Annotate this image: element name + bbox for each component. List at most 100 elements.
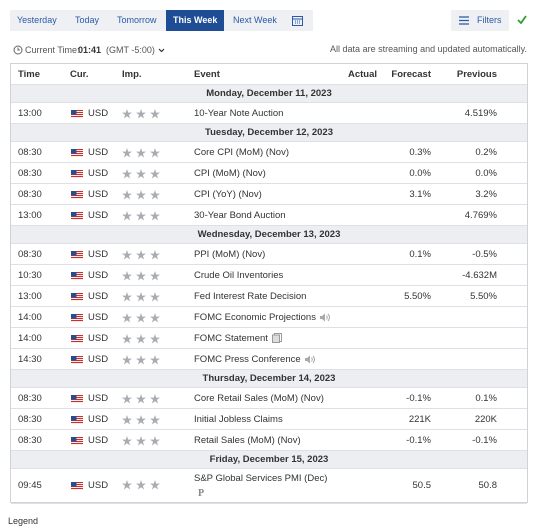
forecast-value: 5.50% bbox=[404, 291, 431, 302]
event-name[interactable]: 30-Year Bond Auction bbox=[194, 210, 286, 221]
event-name[interactable]: FOMC Economic Projections bbox=[194, 312, 316, 323]
event-row[interactable]: 08:30 USD CPI (YoY) (Nov) 3.1% 3.2% bbox=[11, 184, 527, 205]
currency: USD bbox=[88, 210, 109, 221]
tab[interactable]: This Week bbox=[166, 10, 225, 31]
filters-label: Filters bbox=[477, 15, 502, 25]
time: 13:00 bbox=[18, 210, 42, 221]
importance-stars bbox=[122, 271, 162, 284]
event-row[interactable]: 08:30 USD Initial Jobless Claims 221K 220K bbox=[11, 409, 527, 430]
previous-value: -0.1% bbox=[472, 435, 497, 446]
currency: USD bbox=[88, 147, 109, 158]
currency: USD bbox=[88, 312, 109, 323]
check-icon bbox=[517, 15, 527, 24]
day-row: Thursday, December 14, 2023 bbox=[11, 370, 527, 388]
event-name[interactable]: CPI (MoM) (Nov) bbox=[194, 168, 266, 179]
event-row[interactable]: 08:30 USD PPI (MoM) (Nov) 0.1% -0.5% bbox=[11, 244, 527, 265]
tab[interactable]: Next Week bbox=[233, 15, 277, 25]
currency: USD bbox=[88, 108, 109, 119]
importance-stars bbox=[122, 436, 162, 449]
currency: USD bbox=[88, 414, 109, 425]
event-name[interactable]: PPI (MoM) (Nov) bbox=[194, 249, 266, 260]
time: 14:00 bbox=[18, 333, 42, 344]
column-header: Event bbox=[194, 69, 220, 80]
event-row[interactable]: 14:00 USD FOMC Economic Projections bbox=[11, 307, 527, 328]
forecast-value: 50.5 bbox=[412, 480, 432, 491]
tab[interactable]: Tomorrow bbox=[117, 15, 157, 25]
preliminary-badge: P bbox=[198, 488, 205, 499]
day-date: Thursday, December 14, 2023 bbox=[202, 373, 336, 384]
event-name[interactable]: FOMC Press Conference bbox=[194, 354, 301, 365]
day-row: Tuesday, December 12, 2023 bbox=[11, 124, 527, 142]
flag bbox=[71, 356, 83, 367]
currency: USD bbox=[88, 393, 109, 404]
column-header: Forecast bbox=[391, 69, 431, 80]
event-name[interactable]: Crude Oil Inventories bbox=[194, 270, 284, 281]
flag bbox=[71, 482, 83, 493]
event-name[interactable]: S&P Global Services PMI (Dec) bbox=[194, 473, 328, 484]
event-name[interactable]: Fed Interest Rate Decision bbox=[194, 291, 307, 302]
tab[interactable]: Today bbox=[75, 15, 100, 25]
day-row: Monday, December 11, 2023 bbox=[11, 85, 527, 103]
calendar-icon[interactable] bbox=[292, 15, 303, 29]
event-row[interactable]: 08:30 USD Core Retail Sales (MoM) (Nov) -0.… bbox=[11, 388, 527, 409]
event-row[interactable]: 13:00 USD 10-Year Note Auction 4.519% bbox=[11, 103, 527, 124]
importance-stars bbox=[122, 211, 162, 224]
time: 08:30 bbox=[18, 147, 42, 158]
filters-button[interactable]: Filters bbox=[451, 10, 509, 31]
importance-stars bbox=[122, 109, 162, 122]
time: 09:45 bbox=[18, 480, 42, 491]
forecast-value: 0.3% bbox=[409, 147, 431, 158]
event-name[interactable]: CPI (YoY) (Nov) bbox=[194, 189, 262, 200]
importance-stars bbox=[122, 394, 162, 407]
event-row[interactable]: 09:45 USD S&P Global Services PMI (Dec) P 50… bbox=[11, 469, 527, 504]
event-name[interactable]: FOMC Statement bbox=[194, 333, 268, 344]
currency: USD bbox=[88, 189, 109, 200]
event-row[interactable]: 10:30 USD Crude Oil Inventories -4.632M bbox=[11, 265, 527, 286]
day-row: Wednesday, December 13, 2023 bbox=[11, 226, 527, 244]
importance-stars bbox=[122, 355, 162, 368]
timezone[interactable]: (GMT -5:00) bbox=[106, 45, 155, 55]
event-name[interactable]: Initial Jobless Claims bbox=[194, 414, 283, 425]
event-row[interactable]: 14:00 USD FOMC Statement bbox=[11, 328, 527, 349]
forecast-value: 3.1% bbox=[409, 189, 431, 200]
forecast-value: 0.1% bbox=[409, 249, 431, 260]
previous-value: 0.0% bbox=[475, 168, 497, 179]
column-header: Cur. bbox=[70, 69, 89, 80]
time: 13:00 bbox=[18, 108, 42, 119]
flag bbox=[71, 149, 83, 160]
currency: USD bbox=[88, 435, 109, 446]
time: 10:30 bbox=[18, 270, 42, 281]
previous-value: 220K bbox=[474, 414, 497, 425]
importance-stars bbox=[122, 190, 162, 203]
day-date: Tuesday, December 12, 2023 bbox=[205, 127, 333, 138]
tab[interactable]: Yesterday bbox=[17, 15, 57, 25]
importance-stars bbox=[122, 480, 162, 493]
tab-bar: Yesterday Today Tomorrow This Week Next Week bbox=[10, 10, 313, 31]
flag bbox=[71, 170, 83, 181]
event-row[interactable]: 08:30 USD Retail Sales (MoM) (Nov) -0.1% -0.… bbox=[11, 430, 527, 451]
importance-stars bbox=[122, 334, 162, 347]
event-name[interactable]: Retail Sales (MoM) (Nov) bbox=[194, 435, 301, 446]
time-label: Current Time: bbox=[25, 45, 80, 55]
time: 08:30 bbox=[18, 168, 42, 179]
importance-stars bbox=[122, 169, 162, 182]
time: 14:00 bbox=[18, 312, 42, 323]
importance-stars bbox=[122, 313, 162, 326]
event-name[interactable]: 10-Year Note Auction bbox=[194, 108, 284, 119]
time: 08:30 bbox=[18, 189, 42, 200]
event-row[interactable]: 13:00 USD 30-Year Bond Auction 4.769% bbox=[11, 205, 527, 226]
event-row[interactable]: 08:30 USD CPI (MoM) (Nov) 0.0% 0.0% bbox=[11, 163, 527, 184]
event-row[interactable]: 14:30 USD FOMC Press Conference bbox=[11, 349, 527, 370]
calendar-table: Time Cur. Imp. Event Actual Forecast Previous M… bbox=[10, 63, 528, 504]
event-row[interactable]: 08:30 USD Core CPI (MoM) (Nov) 0.3% 0.2% bbox=[11, 142, 527, 163]
event-row[interactable]: 13:00 USD Fed Interest Rate Decision 5.50% 5… bbox=[11, 286, 527, 307]
event-name[interactable]: Core CPI (MoM) (Nov) bbox=[194, 147, 290, 158]
forecast-value: 0.0% bbox=[409, 168, 431, 179]
currency: USD bbox=[88, 168, 109, 179]
flag bbox=[71, 437, 83, 448]
importance-stars bbox=[122, 148, 162, 161]
forecast-value: 221K bbox=[408, 414, 431, 425]
chevron bbox=[158, 48, 165, 53]
importance-stars bbox=[122, 292, 162, 305]
event-name[interactable]: Core Retail Sales (MoM) (Nov) bbox=[194, 393, 324, 404]
